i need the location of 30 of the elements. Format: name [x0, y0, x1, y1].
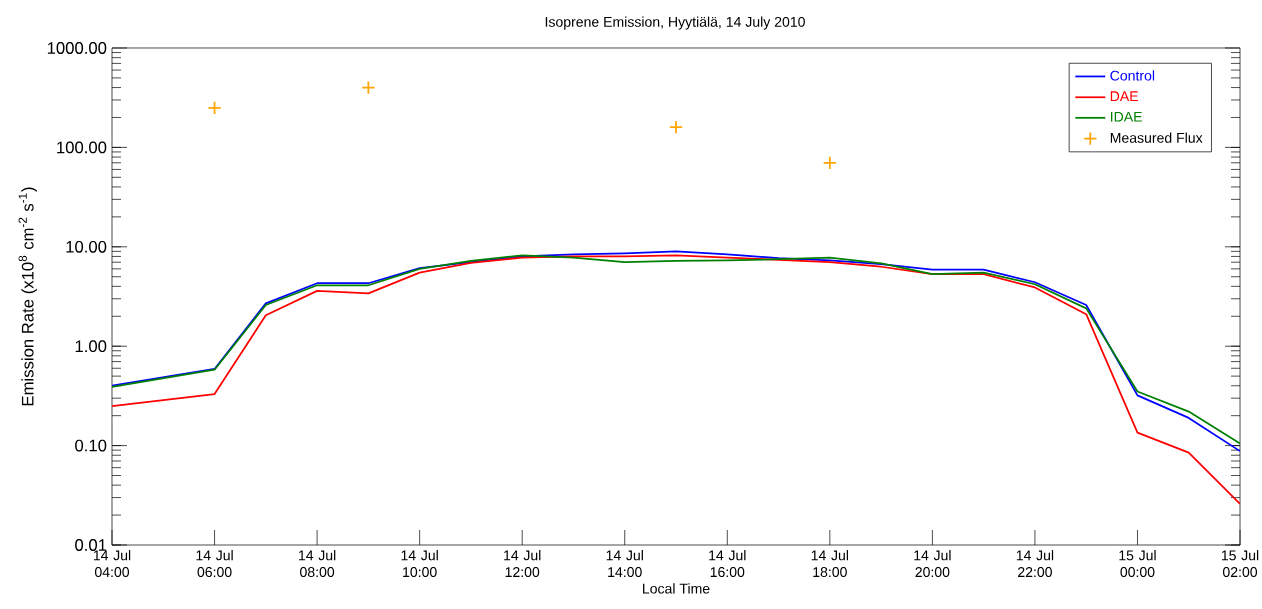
point	[361, 80, 376, 95]
y-tick-label: 100.00	[57, 141, 107, 154]
y-tick-label: 0.01	[75, 539, 107, 551]
x-tick-label: 14 Jul 06:00	[196, 550, 233, 578]
point	[207, 100, 222, 115]
x-axis-title: Local Time	[643, 583, 710, 594]
legend-label: IDAE	[1111, 111, 1142, 122]
y-tick-label: 1.00	[75, 340, 107, 353]
x-tick-label: 15 Jul 00:00	[1119, 550, 1156, 578]
x-tick-label: 14 Jul 08:00	[299, 550, 336, 578]
x-tick-label: 14 Jul 16:00	[709, 550, 746, 578]
x-tick-label: 14 Jul 18:00	[811, 550, 849, 578]
x-tick-label: 15 Jul 02:00	[1221, 550, 1259, 578]
point	[822, 155, 837, 170]
y-axis-title: Emission Rate (x10$^{8}$ cm$^{-2}$ s$^{-1}$)	[18, 187, 37, 406]
legend-label: Measured Flux	[1110, 132, 1203, 143]
y-tick-label: 1000.00	[47, 42, 107, 54]
y-tick-label: 0.10	[75, 439, 107, 452]
legend-label: Control	[1110, 70, 1155, 81]
line-series	[112, 254, 1241, 505]
y-tick-label: 10.00	[66, 240, 107, 253]
x-tick-label: 14 Jul 22:00	[1016, 550, 1054, 578]
x-tick-label: 14 Jul 10:00	[401, 550, 438, 578]
chart-title: Isoprene Emission, Hyytiälä, 14 July 2010	[545, 16, 805, 30]
x-tick-label: 14 Jul 20:00	[914, 550, 951, 578]
legend-label: DAE	[1110, 91, 1138, 102]
x-tick-label: 14 Jul 04:00	[93, 550, 131, 578]
point	[668, 120, 684, 135]
x-tick-label: 14 Jul 14:00	[606, 550, 643, 578]
x-tick-label: 14 Jul 12:00	[504, 550, 541, 578]
